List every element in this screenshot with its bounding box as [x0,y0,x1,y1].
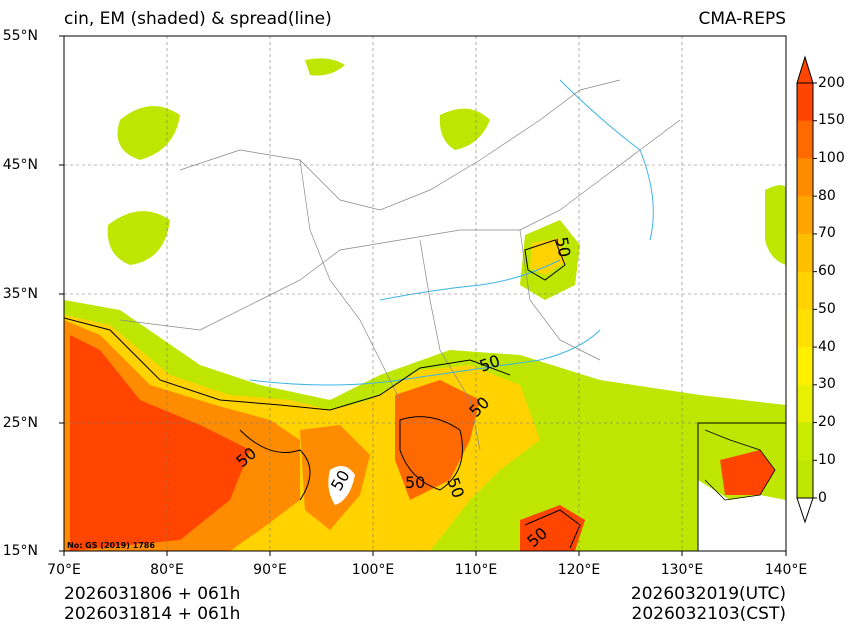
chart-title: cin, EM (shaded) & spread(line) [64,9,332,29]
colorbar-label: 200 [818,75,845,91]
lon-label: 140°E [764,562,808,578]
colorbar-label: 100 [818,150,845,166]
init-time-utc: 2026031806 + 061h [64,584,241,604]
border-line [519,229,601,361]
lat-label: 25°N [2,415,38,431]
colorbar-label: 0 [818,490,827,506]
colorbar-segment [797,196,813,235]
cin-patch [117,106,180,160]
spread-contour [64,317,511,411]
river [379,259,561,301]
colorbar-label: 40 [818,339,836,355]
valid-time-block: 2026032019(UTC) 2026032103(CST) [631,584,786,624]
init-time-block: 2026031806 + 061h 2026031814 + 061h [64,584,240,624]
inset-field [720,450,775,495]
colorbar-extend-min [796,497,814,524]
lat-label: 35°N [2,286,38,302]
contour-label: 50 [405,473,425,492]
valid-time-utc: 2026032019(UTC) [630,584,786,604]
border-line [179,79,621,211]
colorbar-segment [797,158,813,197]
inset-frame [697,422,786,551]
map-approval-number: No: GS (2019) 1786 [67,541,155,550]
lat-label: 45°N [2,157,38,173]
colorbar-segment [797,422,813,461]
colorbar [796,55,817,524]
spread-contour [239,429,311,501]
lat-label: 15°N [2,543,38,559]
colorbar-label: 10 [818,452,836,468]
colorbar-label: 60 [818,263,836,279]
cin-patch [107,211,170,265]
cin-region-very-high [70,335,250,551]
lon-label: 120°E [557,562,601,578]
lon-label: 90°E [253,562,287,578]
colorbar-segment [797,83,813,122]
colorbar-segment [797,460,813,499]
colorbar-label: 30 [818,376,836,392]
cin-patch [765,185,786,265]
colorbar-label: 20 [818,414,836,430]
border-line [119,119,681,331]
init-time-cst: 2026031814 + 061h [64,604,241,624]
colorbar-segment [797,309,813,348]
colorbar-segment [797,347,813,386]
colorbar-frame [796,82,814,499]
spread-contour [524,239,566,281]
lon-label: 70°E [47,562,81,578]
grid-lines [64,36,786,551]
colorbar-segment [797,271,813,310]
colorbar-segment [797,384,813,424]
lat-label: 55°N [2,28,38,44]
contour-label: 50 [552,235,574,258]
cin-gap [328,466,355,505]
colorbar-label: 50 [818,301,836,317]
lon-label: 130°E [660,562,704,578]
cin-patch [439,108,490,150]
river [249,329,601,386]
valid-time-cst: 2026032103(CST) [631,604,786,624]
lon-label: 100°E [351,562,395,578]
axis-ticks [59,35,787,556]
border-line [299,159,401,401]
colorbar-segment [797,233,813,273]
contour-labels: 50 50 50 50 50 50 50 50 [232,235,574,551]
colorbar-segment [797,120,813,159]
colorbar-label: 150 [818,112,845,128]
spread-contour [704,429,776,501]
lon-label: 110°E [454,562,498,578]
colorbar-extend-max [796,55,814,84]
cin-patch [305,58,345,76]
spread-contour [524,509,581,549]
spread-contour [399,416,463,491]
lon-label: 80°E [150,562,184,578]
colorbar-label: 80 [818,188,836,204]
colorbar-label: 70 [818,225,836,241]
border-line [419,239,481,451]
shaded-field [64,36,786,551]
cin-region-high [395,380,480,500]
cin-patch [530,238,565,275]
model-name: CMA-REPS [698,9,786,29]
